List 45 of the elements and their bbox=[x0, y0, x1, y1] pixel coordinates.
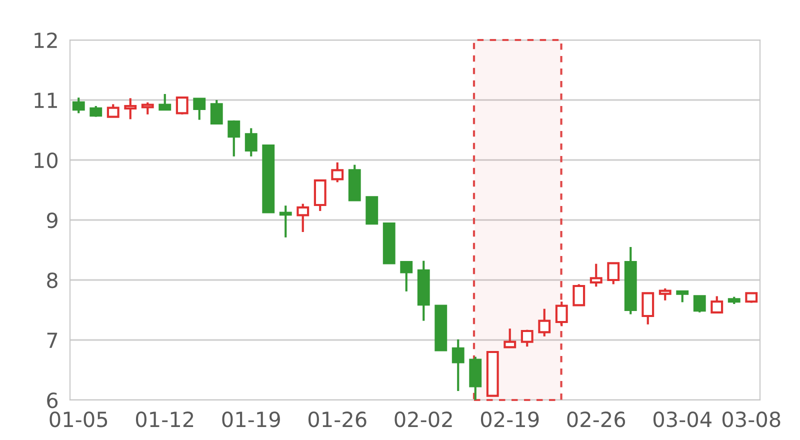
x-tick-label: 03-08 bbox=[722, 411, 780, 428]
y-tick-label: 12 bbox=[34, 32, 57, 48]
candlestick bbox=[141, 101, 154, 116]
x-tick-label: 01-26 bbox=[308, 411, 366, 428]
candlestick bbox=[745, 292, 758, 304]
candlestick bbox=[504, 328, 516, 348]
candlestick bbox=[296, 202, 310, 234]
y-tick-label: 9 bbox=[46, 212, 58, 228]
candlestick bbox=[228, 119, 240, 158]
candlestick bbox=[452, 338, 464, 392]
candlestick bbox=[693, 295, 706, 314]
candlestick bbox=[244, 127, 258, 158]
candlestick bbox=[538, 308, 551, 338]
x-tick-label: 01-12 bbox=[136, 411, 194, 428]
x-tick-label: 02-26 bbox=[567, 411, 626, 428]
candlestick bbox=[90, 104, 102, 118]
candlestick bbox=[572, 283, 586, 307]
candlestick bbox=[158, 92, 172, 111]
x-tick-label: 02-19 bbox=[480, 411, 539, 428]
y-tick-label: 10 bbox=[34, 152, 58, 168]
candlestick bbox=[193, 98, 206, 121]
candlestick bbox=[210, 98, 223, 126]
candlestick bbox=[590, 262, 602, 288]
x-tick-label: 01-05 bbox=[50, 411, 108, 428]
candlestick bbox=[279, 204, 292, 238]
y-tick-label: 6 bbox=[47, 392, 58, 408]
candlestick bbox=[106, 103, 120, 118]
y-tick-label: 7 bbox=[47, 332, 58, 348]
candlestick bbox=[658, 287, 672, 302]
x-tick-label: 01-19 bbox=[222, 411, 280, 428]
candlestick bbox=[520, 328, 534, 348]
x-tick-label: 02-02 bbox=[394, 411, 452, 428]
candlestick bbox=[642, 292, 654, 326]
candlestick bbox=[555, 300, 568, 328]
y-tick-label: 11 bbox=[34, 92, 57, 108]
candlestick bbox=[72, 96, 85, 114]
candlestick bbox=[176, 96, 188, 116]
candlestick bbox=[676, 290, 689, 304]
candlestick bbox=[124, 97, 137, 120]
y-tick-label: 8 bbox=[47, 272, 58, 288]
candlestick bbox=[400, 260, 413, 292]
candlestick bbox=[710, 295, 724, 314]
x-tick-label: 03-04 bbox=[653, 411, 712, 428]
candlestick bbox=[607, 262, 620, 286]
candlestick bbox=[331, 161, 344, 184]
